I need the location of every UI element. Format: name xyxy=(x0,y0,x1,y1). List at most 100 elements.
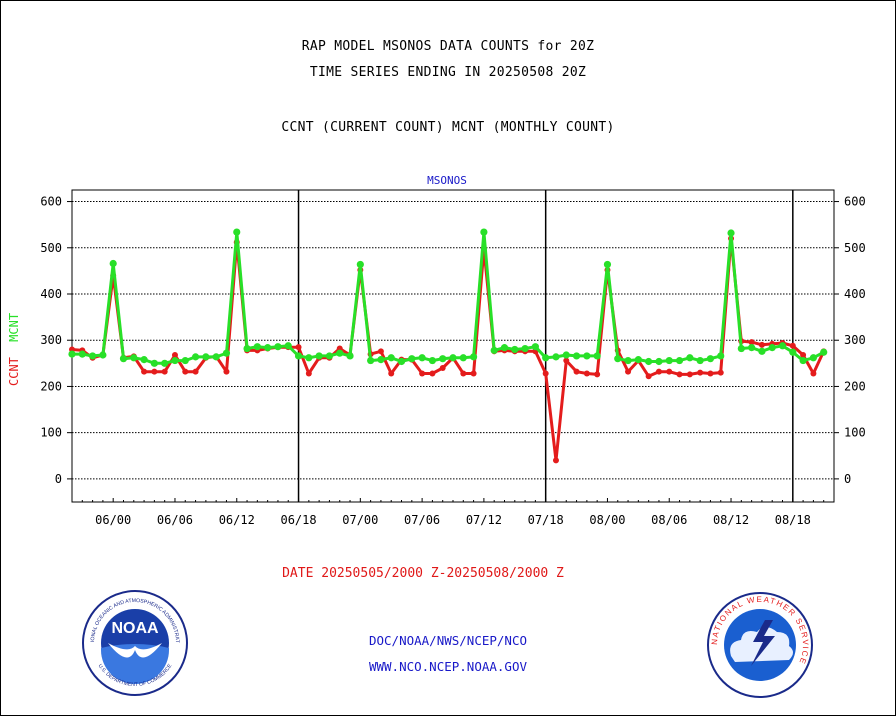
data-point-mcnt xyxy=(68,350,76,358)
data-point-ccnt xyxy=(676,371,683,378)
data-point-ccnt xyxy=(542,370,549,377)
data-point-mcnt xyxy=(593,352,601,360)
data-point-ccnt xyxy=(583,370,590,377)
data-point-mcnt xyxy=(675,356,684,365)
axis-ticks: 0 0 100 100 200 200 300 300 400 400 500 500 600 600 06… xyxy=(40,195,865,527)
data-point-ccnt xyxy=(563,357,570,364)
header-title-line1: RAP MODEL MSONOS DATA COUNTS for 20Z xyxy=(301,39,595,54)
data-point-mcnt xyxy=(521,344,529,353)
x-tick-label: 06/18 xyxy=(280,513,316,527)
data-point-mcnt xyxy=(325,352,334,360)
date-range-label: DATE 20250505/2000 Z-20250508/2000 Z xyxy=(282,566,564,581)
data-point-ccnt xyxy=(161,368,168,375)
data-point-mcnt xyxy=(665,356,673,365)
x-tick-label: 07/06 xyxy=(404,513,440,527)
header-legend-description: CCNT (CURRENT COUNT) MCNT (MONTHLY COUNT… xyxy=(281,120,615,135)
data-point-ccnt xyxy=(151,368,158,375)
data-point-mcnt xyxy=(686,354,694,362)
data-point-mcnt xyxy=(706,355,715,363)
x-tick-label: 08/12 xyxy=(713,513,749,527)
x-tick-label: 07/18 xyxy=(528,513,564,527)
data-point-mcnt xyxy=(346,352,354,360)
x-tick-label: 06/12 xyxy=(219,513,255,527)
data-point-mcnt xyxy=(397,357,406,366)
data-point-ccnt xyxy=(171,352,178,359)
data-point-ccnt xyxy=(655,368,662,375)
data-point-mcnt xyxy=(511,345,519,354)
data-point-mcnt xyxy=(119,355,128,363)
data-point-mcnt xyxy=(789,348,797,356)
chart-title: MSONOS xyxy=(427,174,467,187)
data-point-mcnt xyxy=(356,260,364,269)
website-link[interactable]: WWW.NCO.NCEP.NOAA.GOV xyxy=(368,659,528,674)
data-point-mcnt xyxy=(243,344,251,353)
data-point-mcnt xyxy=(645,357,653,366)
y-tick-label-right: 400 xyxy=(844,287,866,301)
data-point-ccnt xyxy=(182,368,189,375)
data-point-ccnt xyxy=(789,342,796,349)
data-point-ccnt xyxy=(439,364,446,371)
day-dividers xyxy=(297,190,794,502)
series-ccnt xyxy=(69,235,827,464)
y-tick-label-right: 600 xyxy=(844,195,866,209)
y-tick-label-left: 600 xyxy=(40,195,62,209)
data-point-mcnt xyxy=(542,354,550,362)
x-tick-label: 08/18 xyxy=(775,513,811,527)
y-tick-label-right: 200 xyxy=(844,379,866,393)
data-point-ccnt xyxy=(717,369,724,376)
y-tick-label-left: 100 xyxy=(40,426,62,440)
y-tick-label-right: 500 xyxy=(844,241,866,255)
org-path-link[interactable]: DOC/NOAA/NWS/NCEP/NCO xyxy=(368,633,528,648)
data-point-mcnt xyxy=(469,353,478,361)
y-tick-label-left: 0 xyxy=(55,472,62,486)
data-point-ccnt xyxy=(552,457,559,464)
data-point-mcnt xyxy=(696,356,704,365)
data-point-mcnt xyxy=(191,353,200,361)
data-point-mcnt xyxy=(367,356,375,365)
data-point-ccnt xyxy=(594,371,601,378)
data-point-ccnt xyxy=(666,368,673,375)
series-layer xyxy=(68,228,828,464)
x-tick-label: 06/00 xyxy=(95,513,131,527)
data-point-ccnt xyxy=(686,371,693,378)
data-point-ccnt xyxy=(377,348,384,355)
y-tick-label-left: 500 xyxy=(40,241,62,255)
nws-logo: NATIONAL WEATHER SERVICE xyxy=(707,592,813,698)
data-point-mcnt xyxy=(233,228,241,236)
data-point-ccnt xyxy=(697,369,704,376)
data-point-ccnt xyxy=(460,370,467,377)
data-point-mcnt xyxy=(717,352,725,360)
data-point-ccnt xyxy=(810,370,817,377)
x-tick-label: 08/06 xyxy=(651,513,687,527)
data-point-ccnt xyxy=(305,370,312,377)
data-point-mcnt xyxy=(768,344,776,352)
y-tick-label-right: 100 xyxy=(844,426,866,440)
data-point-mcnt xyxy=(336,349,344,357)
plot-area-frame xyxy=(71,189,835,503)
y-tick-label-left: 200 xyxy=(40,379,62,393)
data-point-mcnt xyxy=(500,344,509,352)
data-point-ccnt xyxy=(625,368,632,375)
data-point-ccnt xyxy=(419,370,426,377)
x-tick-label: 07/12 xyxy=(466,513,502,527)
y-tick-label-right: 300 xyxy=(844,333,866,347)
data-point-mcnt xyxy=(809,354,818,362)
header-title-line2: TIME SERIES ENDING IN 20250508 20Z xyxy=(309,65,587,80)
data-point-mcnt xyxy=(202,353,210,361)
data-point-mcnt xyxy=(377,356,385,364)
data-point-mcnt xyxy=(634,356,642,364)
data-point-mcnt xyxy=(490,346,498,354)
data-point-mcnt xyxy=(614,355,622,363)
data-point-mcnt xyxy=(655,357,663,366)
chart-grid xyxy=(72,201,834,480)
data-point-mcnt xyxy=(88,352,97,360)
data-point-mcnt xyxy=(418,354,426,362)
data-point-mcnt xyxy=(583,352,591,360)
data-point-ccnt xyxy=(388,370,395,377)
data-point-mcnt xyxy=(531,343,539,351)
data-point-ccnt xyxy=(707,370,714,377)
data-point-mcnt xyxy=(264,344,272,352)
y-tick-label-left: 300 xyxy=(40,333,62,347)
data-point-mcnt xyxy=(181,356,189,365)
data-point-mcnt xyxy=(428,356,437,365)
